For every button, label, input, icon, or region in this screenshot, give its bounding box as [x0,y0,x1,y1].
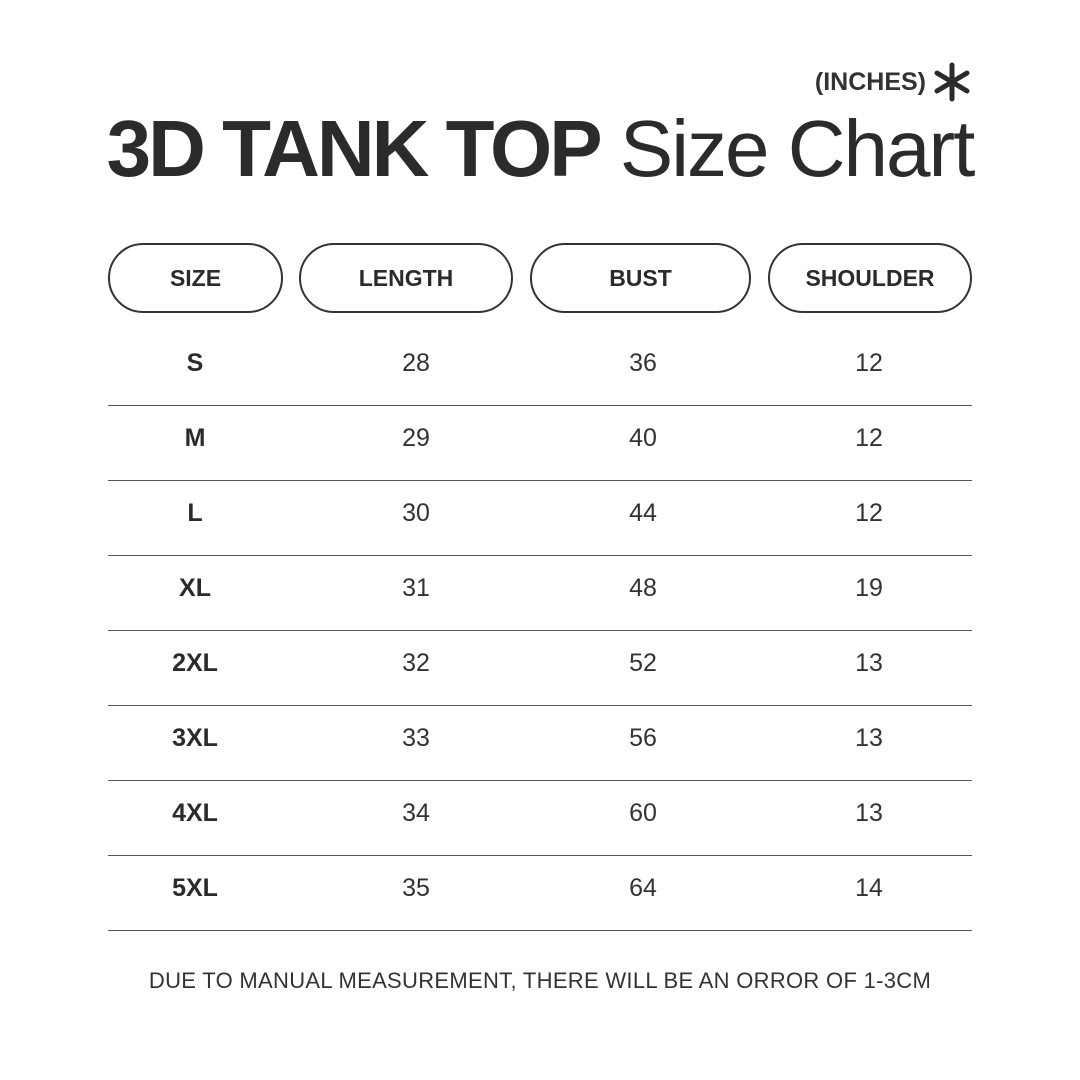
table-row: 2XL 32 52 13 [108,631,972,706]
cell-bust: 52 [629,648,657,677]
cell-shoulder: 12 [855,348,883,377]
table-row: XL 31 48 19 [108,556,972,631]
cell-shoulder: 12 [855,423,883,452]
cell-bust: 60 [629,798,657,827]
cell-length: 35 [402,873,430,902]
cell-bust: 48 [629,573,657,602]
cell-shoulder: 14 [855,873,883,902]
cell-size: 3XL [172,723,218,752]
asterisk-icon [934,62,970,102]
cell-shoulder: 13 [855,798,883,827]
cell-length: 28 [402,348,430,377]
header-length: LENGTH [299,243,513,313]
cell-shoulder: 12 [855,498,883,527]
cell-shoulder: 13 [855,723,883,752]
cell-length: 34 [402,798,430,827]
unit-text: (INCHES) [814,67,926,96]
cell-shoulder: 13 [855,648,883,677]
cell-length: 29 [402,423,430,452]
table-row: S 28 36 12 [108,331,972,406]
cell-size: 4XL [172,798,218,827]
cell-bust: 56 [629,723,657,752]
header-shoulder: SHOULDER [768,243,972,313]
size-table: S 28 36 12 M 29 40 12 L 30 44 12 XL 31 48 19 2XL 32 52 13 3X… [108,331,972,931]
table-row: 3XL 33 56 13 [108,706,972,781]
cell-size: 2XL [172,648,218,677]
cell-bust: 64 [629,873,657,902]
cell-length: 31 [402,573,430,602]
footer-note: DUE TO MANUAL MEASUREMENT, THERE WILL BE… [148,968,932,993]
cell-size: M [184,423,206,452]
cell-bust: 40 [629,423,657,452]
cell-length: 30 [402,498,430,527]
cell-shoulder: 19 [855,573,883,602]
table-row: 4XL 34 60 13 [108,781,972,856]
cell-bust: 44 [629,498,657,527]
cell-size: XL [179,573,211,602]
cell-length: 33 [402,723,430,752]
cell-bust: 36 [629,348,657,377]
table-row: M 29 40 12 [108,406,972,481]
cell-size: L [187,498,203,527]
table-row: L 30 44 12 [108,481,972,556]
header-bust: BUST [530,243,751,313]
title-product: 3D TANK TOP [106,104,603,193]
title-suffix: Size Chart [619,104,975,193]
header-size: SIZE [108,243,283,313]
cell-length: 32 [402,648,430,677]
cell-size: S [186,348,204,377]
unit-label: (INCHES) [815,62,972,102]
table-row: 5XL 35 64 14 [108,856,972,931]
cell-size: 5XL [172,873,218,902]
page-title: 3D TANK TOP Size Chart [0,103,1080,195]
